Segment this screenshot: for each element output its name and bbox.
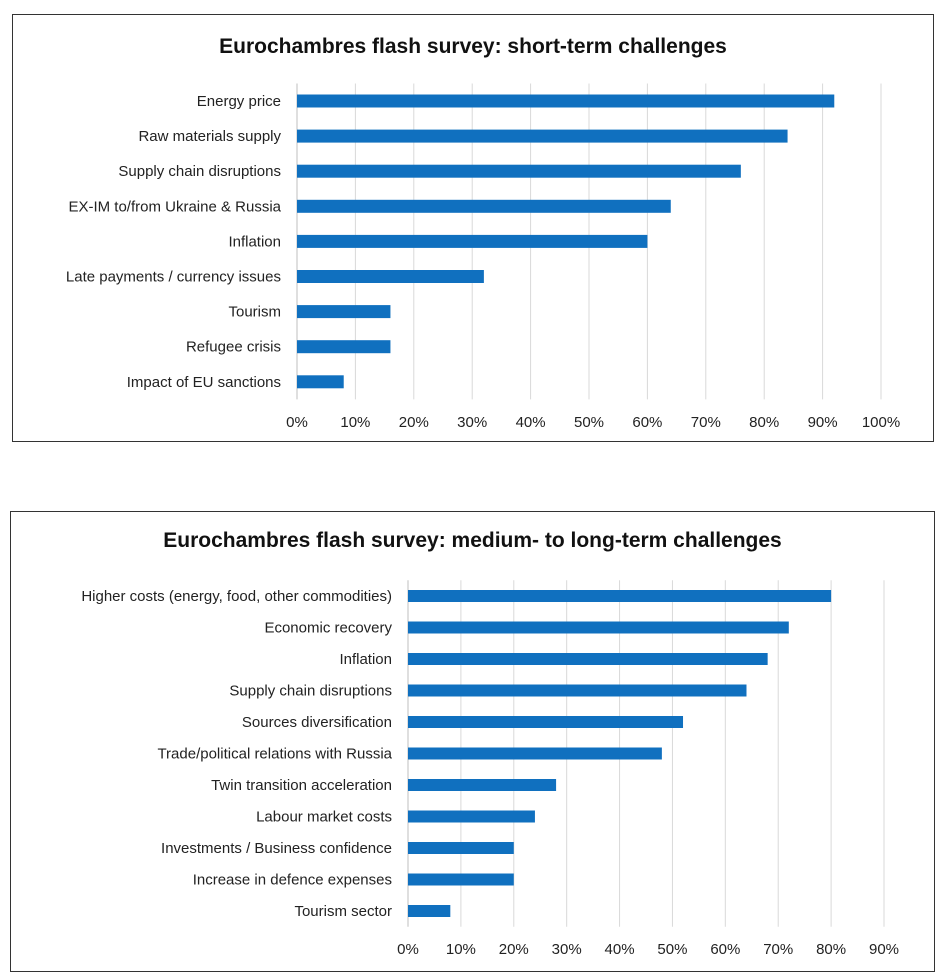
category-label: Trade/political relations with Russia xyxy=(157,746,392,763)
category-label: EX-IM to/from Ukraine & Russia xyxy=(68,198,281,215)
bar xyxy=(408,842,514,854)
category-label: Higher costs (energy, food, other commod… xyxy=(81,588,392,605)
category-label: Investments / Business confidence xyxy=(161,840,392,857)
category-label: Tourism sector xyxy=(294,903,392,920)
category-label: Late payments / currency issues xyxy=(66,269,281,286)
x-tick-label: 40% xyxy=(605,941,635,958)
bar xyxy=(297,375,344,389)
bar xyxy=(297,234,648,248)
short-term-chart-plot: 0% 10% 20% 30% 40% 50% 60% 70% 80% 90% 100% Energy … xyxy=(66,83,900,431)
x-tick-label: 40% xyxy=(516,414,546,431)
bar xyxy=(297,199,671,213)
category-label: Refugee crisis xyxy=(186,339,281,356)
bar xyxy=(408,621,789,634)
x-tick-label: 20% xyxy=(399,414,429,431)
x-tick-label: 10% xyxy=(446,941,476,958)
x-tick-label: 20% xyxy=(499,941,529,958)
x-tick-label: 60% xyxy=(710,941,740,958)
category-label: Supply chain disruptions xyxy=(118,163,281,180)
category-label: Increase in defence expenses xyxy=(193,872,392,889)
x-tick-label: 10% xyxy=(340,414,370,431)
x-tick-label: 50% xyxy=(657,941,687,958)
bar xyxy=(297,340,391,354)
category-label: Twin transition acceleration xyxy=(211,777,392,794)
category-label: Inflation xyxy=(228,233,281,250)
x-tick-label: 60% xyxy=(632,414,662,431)
category-label: Labour market costs xyxy=(256,809,392,826)
chart-title: Eurochambres flash survey: medium- to lo… xyxy=(163,529,782,552)
bar xyxy=(408,684,747,697)
category-label: Inflation xyxy=(339,651,392,668)
bar xyxy=(408,810,535,823)
bar xyxy=(408,873,514,886)
bar xyxy=(297,164,741,178)
category-label: Economic recovery xyxy=(264,620,392,637)
category-label: Supply chain disruptions xyxy=(229,683,392,700)
x-tick-label: 80% xyxy=(816,941,846,958)
x-tick-label: 0% xyxy=(286,414,308,431)
x-tick-label: 30% xyxy=(457,414,487,431)
medium-long-term-chart-panel: Eurochambres flash survey: medium- to lo… xyxy=(10,511,935,972)
category-label: Sources diversification xyxy=(242,714,392,731)
bar xyxy=(297,305,391,319)
x-tick-label: 30% xyxy=(552,941,582,958)
bar xyxy=(408,747,662,760)
x-tick-label: 80% xyxy=(749,414,779,431)
x-tick-label: 0% xyxy=(397,941,419,958)
medium-long-term-chart-plot: 0% 10% 20% 30% 40% 50% 60% 70% 80% 90% Higher cost… xyxy=(81,580,899,958)
bar xyxy=(408,716,684,728)
short-term-chart-panel: Eurochambres flash survey: short-term ch… xyxy=(12,14,934,442)
bar xyxy=(297,129,788,143)
x-tick-label: 90% xyxy=(869,941,899,958)
bar xyxy=(408,905,451,917)
category-label: Raw materials supply xyxy=(138,128,281,145)
category-label: Tourism xyxy=(228,304,281,321)
bar xyxy=(297,270,484,283)
x-tick-label: 70% xyxy=(763,941,793,958)
x-tick-label: 90% xyxy=(808,414,838,431)
bar xyxy=(297,94,835,108)
category-label: Energy price xyxy=(197,93,281,110)
chart-title: Eurochambres flash survey: short-term ch… xyxy=(219,35,727,58)
x-tick-label: 100% xyxy=(862,414,900,431)
category-label: Impact of EU sanctions xyxy=(127,374,281,391)
x-tick-label: 50% xyxy=(574,414,604,431)
x-tick-label: 70% xyxy=(691,414,721,431)
bar xyxy=(408,653,768,665)
bar xyxy=(408,779,557,791)
bar xyxy=(408,590,832,602)
